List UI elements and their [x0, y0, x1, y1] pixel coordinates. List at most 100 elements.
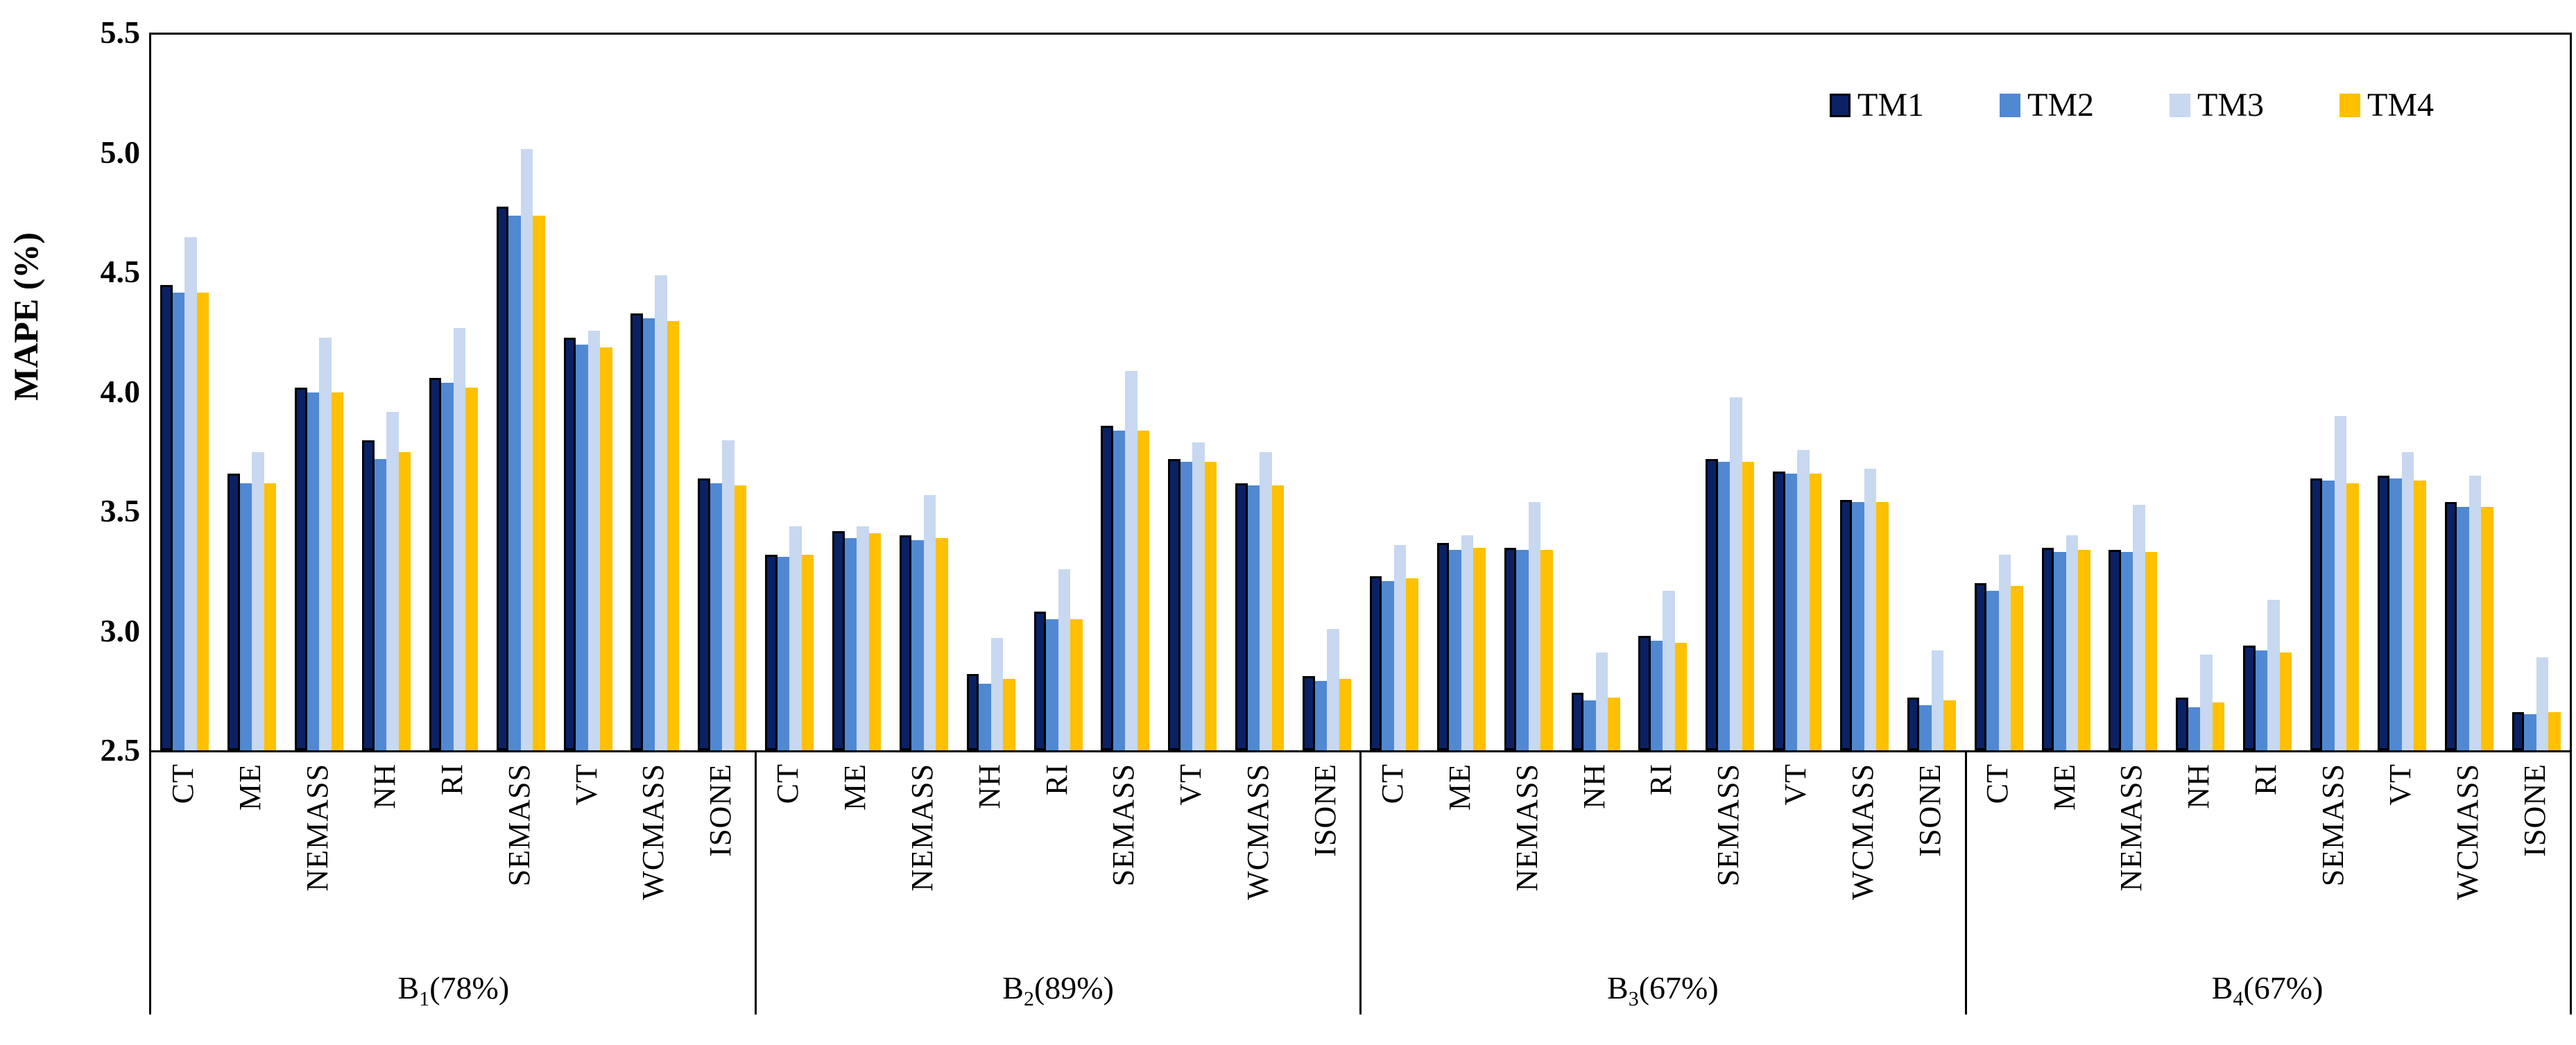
bar-tm4-isone — [734, 485, 747, 750]
bar-tm4-semass — [533, 216, 545, 750]
bar-tm4-ri — [465, 388, 478, 750]
x-category-label: NH — [2181, 763, 2216, 809]
legend-swatch-tm1 — [1830, 94, 1851, 117]
bar-tm2-vt — [1785, 473, 1798, 750]
bar-tm1-isone — [2511, 711, 2525, 750]
bar-tm1-vt — [1773, 471, 1785, 750]
bar-tm3-ct — [1998, 554, 2011, 750]
x-category-label: NEMASS — [1509, 763, 1544, 892]
legend-label: TM1 — [1857, 87, 1924, 123]
bar-tm1-semass — [2310, 478, 2323, 750]
x-category-label: ME — [2047, 763, 2081, 811]
x-category-label: VT — [2382, 763, 2417, 806]
x-category-label: ISONE — [1308, 763, 1343, 857]
x-category-label: SEMASS — [501, 763, 536, 887]
bar-tm2-vt — [576, 345, 588, 750]
bar-tm4-ri — [1674, 643, 1688, 750]
bar-tm3-wcmass — [1260, 452, 1272, 750]
x-category-label: CT — [1375, 763, 1409, 804]
x-category-label: NEMASS — [300, 763, 335, 892]
x-group-divider — [149, 752, 151, 1014]
bar-tm2-ri — [1650, 640, 1663, 750]
bar-tm3-wcmass — [1864, 469, 1877, 750]
bar-tm2-nemass — [307, 392, 320, 750]
bar-tm1-me — [2041, 547, 2054, 750]
bar-tm4-wcmass — [667, 320, 680, 750]
bar-tm4-semass — [2346, 483, 2359, 750]
y-tick-label: 2.5 — [100, 732, 141, 768]
x-category-label: WCMASS — [1845, 763, 1880, 900]
bar-tm3-ri — [2267, 600, 2280, 750]
x-category-label: VT — [1174, 763, 1208, 806]
x-category-label: NH — [368, 763, 402, 809]
plot-area: TM1 TM2 TM3 TM4 — [149, 33, 2572, 752]
bar-tm4-nemass — [2145, 552, 2158, 750]
bar-tm1-me — [832, 530, 845, 750]
bar-tm3-vt — [587, 330, 601, 750]
x-category-label: RI — [1039, 763, 1074, 795]
bar-tm1-ct — [1369, 576, 1382, 750]
bar-tm2-ri — [441, 383, 454, 750]
x-category-label: WCMASS — [636, 763, 671, 900]
bar-tm4-me — [264, 483, 277, 750]
bar-tm3-semass — [2334, 416, 2347, 750]
bar-tm2-wcmass — [1852, 502, 1864, 750]
x-category-label: ISONE — [1912, 763, 1947, 857]
bar-tm3-me — [857, 526, 869, 750]
bar-tm3-vt — [1192, 442, 1205, 750]
bar-tm4-ri — [1070, 619, 1083, 750]
bar-tm3-me — [252, 452, 264, 750]
bar-tm1-wcmass — [1235, 483, 1248, 750]
bar-tm4-ct — [2011, 585, 2023, 750]
bar-tm1-wcmass — [630, 313, 643, 750]
bar-tm2-semass — [1717, 461, 1731, 750]
bar-tm3-ri — [1663, 590, 1675, 750]
bar-tm4-me — [2078, 550, 2090, 750]
bar-tm1-semass — [496, 206, 509, 750]
bar-tm1-ri — [1638, 635, 1651, 750]
bar-tm2-nemass — [1516, 550, 1529, 750]
bar-tm3-semass — [520, 149, 533, 750]
bar-tm3-nh — [1595, 652, 1608, 750]
bar-tm4-vt — [2414, 481, 2426, 750]
bar-tm4-wcmass — [1876, 502, 1889, 750]
bar-tm1-ct — [765, 554, 778, 750]
bar-tm4-nh — [398, 452, 411, 750]
bar-tm4-nemass — [1540, 550, 1553, 750]
bar-tm4-vt — [600, 347, 612, 750]
bar-tm3-semass — [1730, 397, 1742, 750]
bar-tm2-me — [2054, 552, 2066, 750]
x-category-label: CT — [771, 763, 805, 804]
bar-tm2-ri — [2255, 650, 2268, 750]
bar-tm1-me — [227, 473, 240, 750]
bar-tm1-nh — [1571, 693, 1583, 750]
bar-tm2-ct — [777, 557, 790, 750]
bar-tm4-ct — [801, 554, 814, 750]
x-group-label: B3(67%) — [1607, 970, 1719, 1011]
bar-tm4-ct — [1406, 578, 1418, 750]
x-category-label: ME — [1442, 763, 1477, 811]
y-tick-label: 4.0 — [100, 373, 141, 409]
bar-tm2-nh — [1583, 700, 1596, 750]
bar-tm3-isone — [722, 440, 735, 750]
bar-tm2-nemass — [911, 540, 924, 750]
bar-tm4-nh — [2212, 702, 2225, 750]
bar-tm3-ct — [789, 526, 802, 750]
x-category-label: SEMASS — [2315, 763, 2350, 887]
bar-tm1-ri — [1033, 612, 1047, 750]
bar-tm3-vt — [1797, 449, 1810, 750]
bar-tm1-nemass — [2109, 550, 2121, 750]
bar-tm3-me — [1461, 535, 1474, 750]
bar-tm1-isone — [1303, 676, 1315, 750]
bar-tm1-semass — [1706, 459, 1718, 750]
y-tick-label: 3.5 — [100, 493, 141, 528]
bar-tm4-semass — [1742, 461, 1755, 750]
x-group-label: B1(78%) — [397, 970, 510, 1011]
y-tick-label: 4.5 — [100, 254, 141, 289]
bar-tm1-wcmass — [2444, 502, 2457, 750]
bar-tm1-wcmass — [1839, 499, 1853, 750]
bar-tm1-nh — [966, 673, 979, 750]
x-category-label: VT — [569, 763, 603, 806]
x-group-label: B2(89%) — [1002, 970, 1114, 1011]
